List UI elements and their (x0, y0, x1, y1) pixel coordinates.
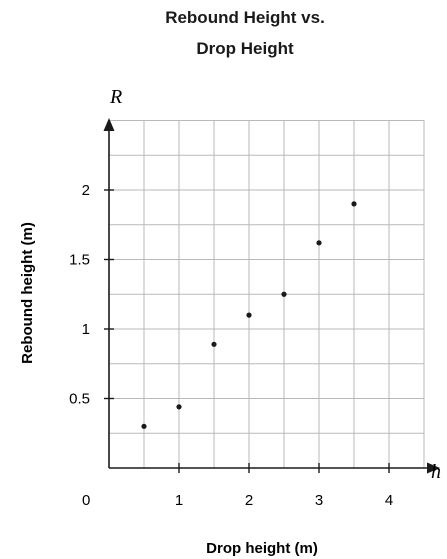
y-tick-label: 2 (82, 182, 90, 199)
y-axis-title: Rebound height (m) (19, 222, 36, 364)
tick-labels: 1 2 3 4 0.5 1 1.5 2 (69, 182, 393, 509)
x-tick-label: 1 (175, 492, 183, 509)
chart-title-line-2: Drop Height (196, 39, 294, 58)
y-tick-label: 1.5 (69, 252, 90, 269)
origin-label: 0 (82, 492, 90, 509)
y-tick-label: 1 (82, 321, 90, 338)
data-point (351, 201, 357, 207)
data-point (211, 341, 217, 347)
chart-title-line-1: Rebound Height vs. (165, 8, 325, 27)
data-point (316, 240, 322, 246)
x-axis-variable: h (431, 461, 441, 483)
axes (103, 118, 440, 474)
x-tick-label: 3 (315, 492, 323, 509)
grid-lines (109, 120, 425, 468)
y-axis-arrow-icon (103, 118, 115, 131)
data-point (141, 423, 147, 429)
x-tick-label: 2 (245, 492, 253, 509)
y-tick-label: 0.5 (69, 391, 90, 408)
data-point (246, 312, 252, 318)
data-points (141, 201, 357, 429)
data-point (281, 291, 287, 297)
x-axis-title: Drop height (m) (206, 540, 318, 557)
x-axis-arrow-icon (427, 462, 440, 474)
y-axis-variable: R (109, 86, 122, 108)
data-point (176, 404, 182, 410)
x-tick-label: 4 (385, 492, 393, 509)
